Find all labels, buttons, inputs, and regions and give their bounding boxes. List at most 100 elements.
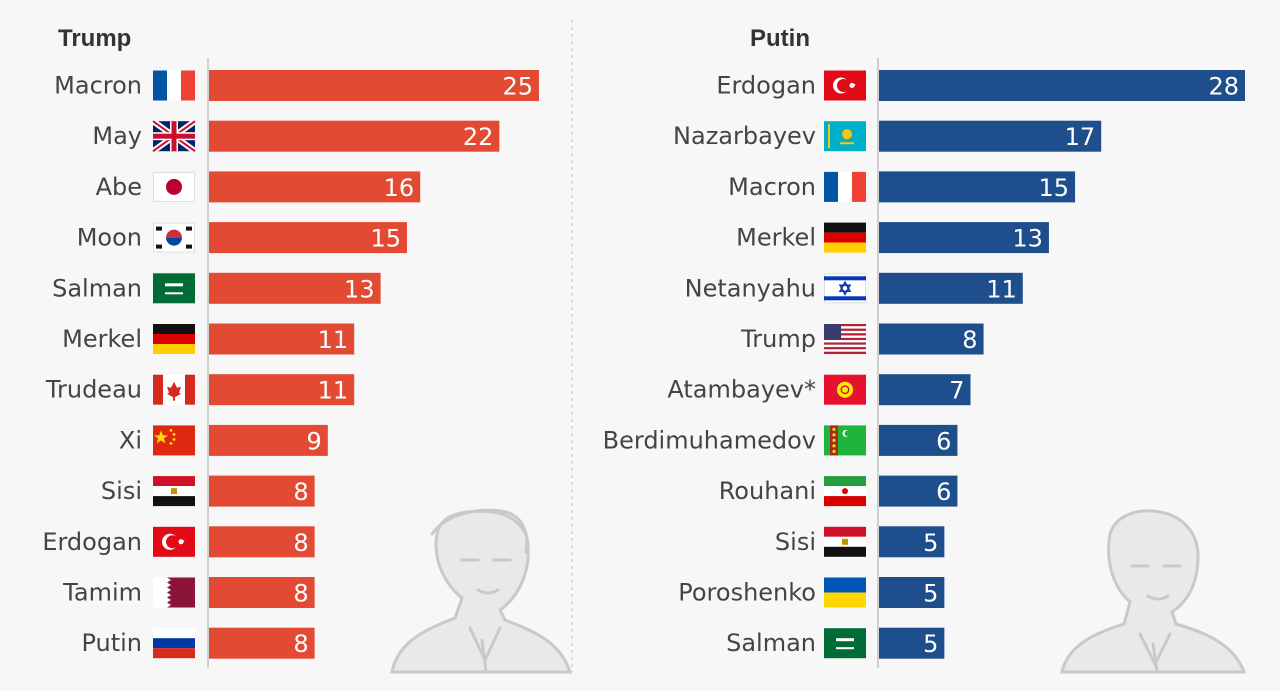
category-label: Sisi <box>775 528 816 556</box>
bar <box>209 171 421 203</box>
putin-panel: Putin Erdogan 28 Nazarbayev 17 Macron 15 Merkel… <box>603 25 1245 668</box>
trump-portrait-icon <box>390 508 573 674</box>
bar <box>209 424 328 456</box>
russia-flag-icon <box>153 628 195 659</box>
category-label: Erdogan <box>42 528 142 556</box>
value-label: 17 <box>1065 123 1096 151</box>
bar <box>209 577 315 608</box>
category-label: Tamim <box>62 579 142 607</box>
egypt-flag-icon <box>824 526 866 557</box>
turkey-flag-icon <box>824 70 866 101</box>
value-label: 6 <box>936 478 951 506</box>
panel-title: Putin <box>750 25 810 52</box>
bar <box>209 374 355 406</box>
category-label: Rouhani <box>719 477 816 505</box>
bar <box>879 120 1102 152</box>
egypt-flag-icon <box>153 476 195 507</box>
trump-panel: Trump Macron 25 May 22 Abe 16 Moon 15 Salman 13 Mer… <box>42 25 539 668</box>
bar <box>879 272 1023 304</box>
value-label: 15 <box>370 225 401 253</box>
kyrgyzstan-flag-icon <box>824 374 866 405</box>
category-label: Macron <box>54 72 142 100</box>
value-label: 16 <box>384 174 415 202</box>
ukraine-flag-icon <box>824 577 866 608</box>
value-label: 5 <box>923 630 938 658</box>
category-label: Salman <box>726 629 816 657</box>
bar <box>209 222 407 254</box>
category-label: Erdogan <box>716 72 816 100</box>
value-label: 22 <box>463 123 494 151</box>
bar <box>879 424 958 456</box>
category-label: May <box>92 122 142 150</box>
category-label: Salman <box>52 274 142 302</box>
category-label: Sisi <box>101 477 142 505</box>
value-label: 13 <box>344 275 375 303</box>
bar <box>879 577 945 608</box>
value-label: 8 <box>293 630 308 658</box>
turkmenistan-flag-icon <box>824 425 866 456</box>
iran-flag-icon <box>824 476 866 507</box>
category-label: Netanyahu <box>685 274 816 302</box>
category-label: Merkel <box>736 224 816 252</box>
category-label: Poroshenko <box>678 579 816 607</box>
canada-flag-icon <box>153 374 195 405</box>
value-label: 25 <box>502 73 533 101</box>
category-label: Xi <box>119 426 142 454</box>
bar <box>879 323 984 355</box>
value-label: 13 <box>1012 225 1043 253</box>
france-flag-icon <box>153 70 195 101</box>
bar <box>209 272 381 304</box>
bar <box>879 627 945 659</box>
bar <box>209 70 539 101</box>
uk-flag-icon <box>151 118 197 154</box>
bar <box>879 526 945 558</box>
saudi-arabia-flag-icon <box>824 628 866 659</box>
category-label: Abe <box>96 173 142 201</box>
qatar-flag-icon <box>153 577 195 608</box>
category-label: Macron <box>728 173 816 201</box>
category-label: Putin <box>81 629 142 657</box>
germany-flag-icon <box>153 324 195 354</box>
value-label: 8 <box>293 580 308 608</box>
bar <box>879 171 1076 203</box>
category-label: Trump <box>740 325 816 353</box>
china-flag-icon <box>153 425 195 456</box>
value-label: 5 <box>923 580 938 608</box>
category-label: Moon <box>77 224 142 252</box>
france-flag-icon <box>824 171 866 202</box>
kazakhstan-flag-icon <box>824 121 866 152</box>
usa-flag-icon <box>824 324 866 354</box>
value-label: 28 <box>1208 73 1239 101</box>
germany-flag-icon <box>824 222 866 253</box>
value-label: 8 <box>293 478 308 506</box>
category-label: Nazarbayev <box>673 122 816 150</box>
category-label: Atambayev* <box>667 376 816 404</box>
panel-title: Trump <box>58 25 131 52</box>
category-label: Merkel <box>62 325 142 353</box>
putin-portrait-icon <box>1060 509 1247 674</box>
turkey-flag-icon <box>153 526 195 557</box>
bar <box>209 475 315 507</box>
bar <box>879 374 971 406</box>
value-label: 6 <box>936 427 951 455</box>
bar <box>879 222 1049 254</box>
value-label: 11 <box>318 377 349 405</box>
category-label: Berdimuhamedov <box>603 426 816 454</box>
value-label: 11 <box>318 326 349 354</box>
saudi-arabia-flag-icon <box>153 273 195 304</box>
japan-flag-icon <box>153 171 195 202</box>
value-label: 5 <box>923 529 938 557</box>
bar <box>209 526 315 558</box>
value-label: 9 <box>307 427 322 455</box>
value-label: 11 <box>986 275 1017 303</box>
bar <box>209 627 315 659</box>
bar <box>879 475 958 507</box>
israel-flag-icon <box>824 273 866 304</box>
bar <box>209 120 500 152</box>
value-label: 8 <box>293 529 308 557</box>
value-label: 15 <box>1039 174 1070 202</box>
bar <box>879 70 1245 101</box>
south-korea-flag-icon <box>153 222 195 253</box>
value-label: 7 <box>949 377 964 405</box>
